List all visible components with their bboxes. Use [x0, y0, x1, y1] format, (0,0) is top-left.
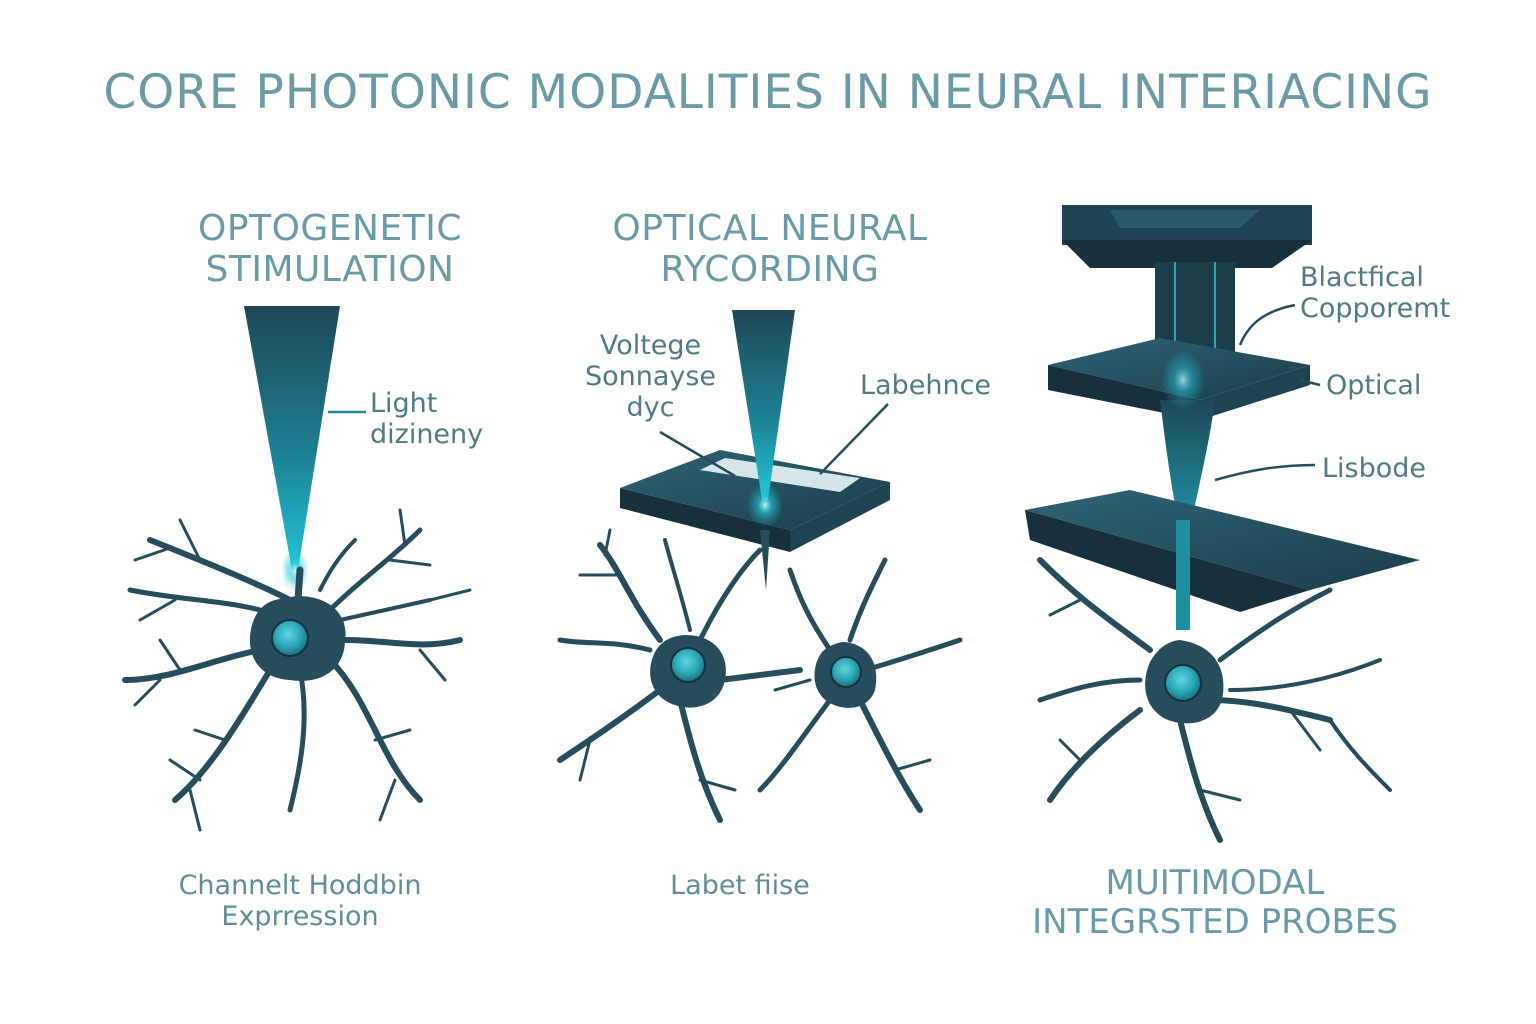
component-callout-line — [1238, 303, 1296, 346]
lisbode-callout-line — [1214, 463, 1316, 482]
panel-2-caption: Labet fiise — [670, 870, 810, 901]
panel-2-callout-voltage: Voltege Sonnayse dyc — [584, 330, 717, 424]
panel-2-callout-label: Labehnce — [860, 370, 992, 401]
page-title: CORE PHOTONIC MODALITIES IN NEURAL INTER… — [103, 65, 1433, 120]
panel-1-callout-light: Light dizineny — [370, 388, 484, 451]
panel-3-caption: MUITIMODAL INTEGRSTED PROBES — [1032, 863, 1398, 943]
panel-3-callout-component: Blactfical Copporemt — [1300, 262, 1451, 325]
light-beam-icon — [244, 306, 340, 592]
neuron-icon — [122, 508, 472, 832]
neuron-nucleus — [1164, 664, 1202, 702]
voltage-callout-line — [659, 430, 736, 478]
multimodal-probe-icon — [1025, 205, 1420, 630]
optical-callout-line — [1299, 378, 1321, 387]
panel-1-title: OPTOGENETIC STIMULATION — [198, 208, 462, 291]
recording-plate-icon — [620, 310, 890, 590]
neuron-nucleus — [670, 647, 706, 683]
panel-3-callout-optical: Optical — [1326, 370, 1422, 401]
panel-3-callout-lisbode: Lisbode — [1322, 453, 1427, 484]
panel-1-caption: Channelt Hoddbin Exprression — [178, 870, 422, 933]
label-callout-line — [819, 403, 889, 475]
neuron-icon — [557, 528, 963, 823]
neuron-nucleus — [271, 619, 309, 657]
panel-2-title: OPTICAL NEURAL RYCORDING — [612, 208, 928, 291]
neuron-nucleus — [830, 656, 862, 688]
neuron-icon — [1037, 557, 1392, 843]
